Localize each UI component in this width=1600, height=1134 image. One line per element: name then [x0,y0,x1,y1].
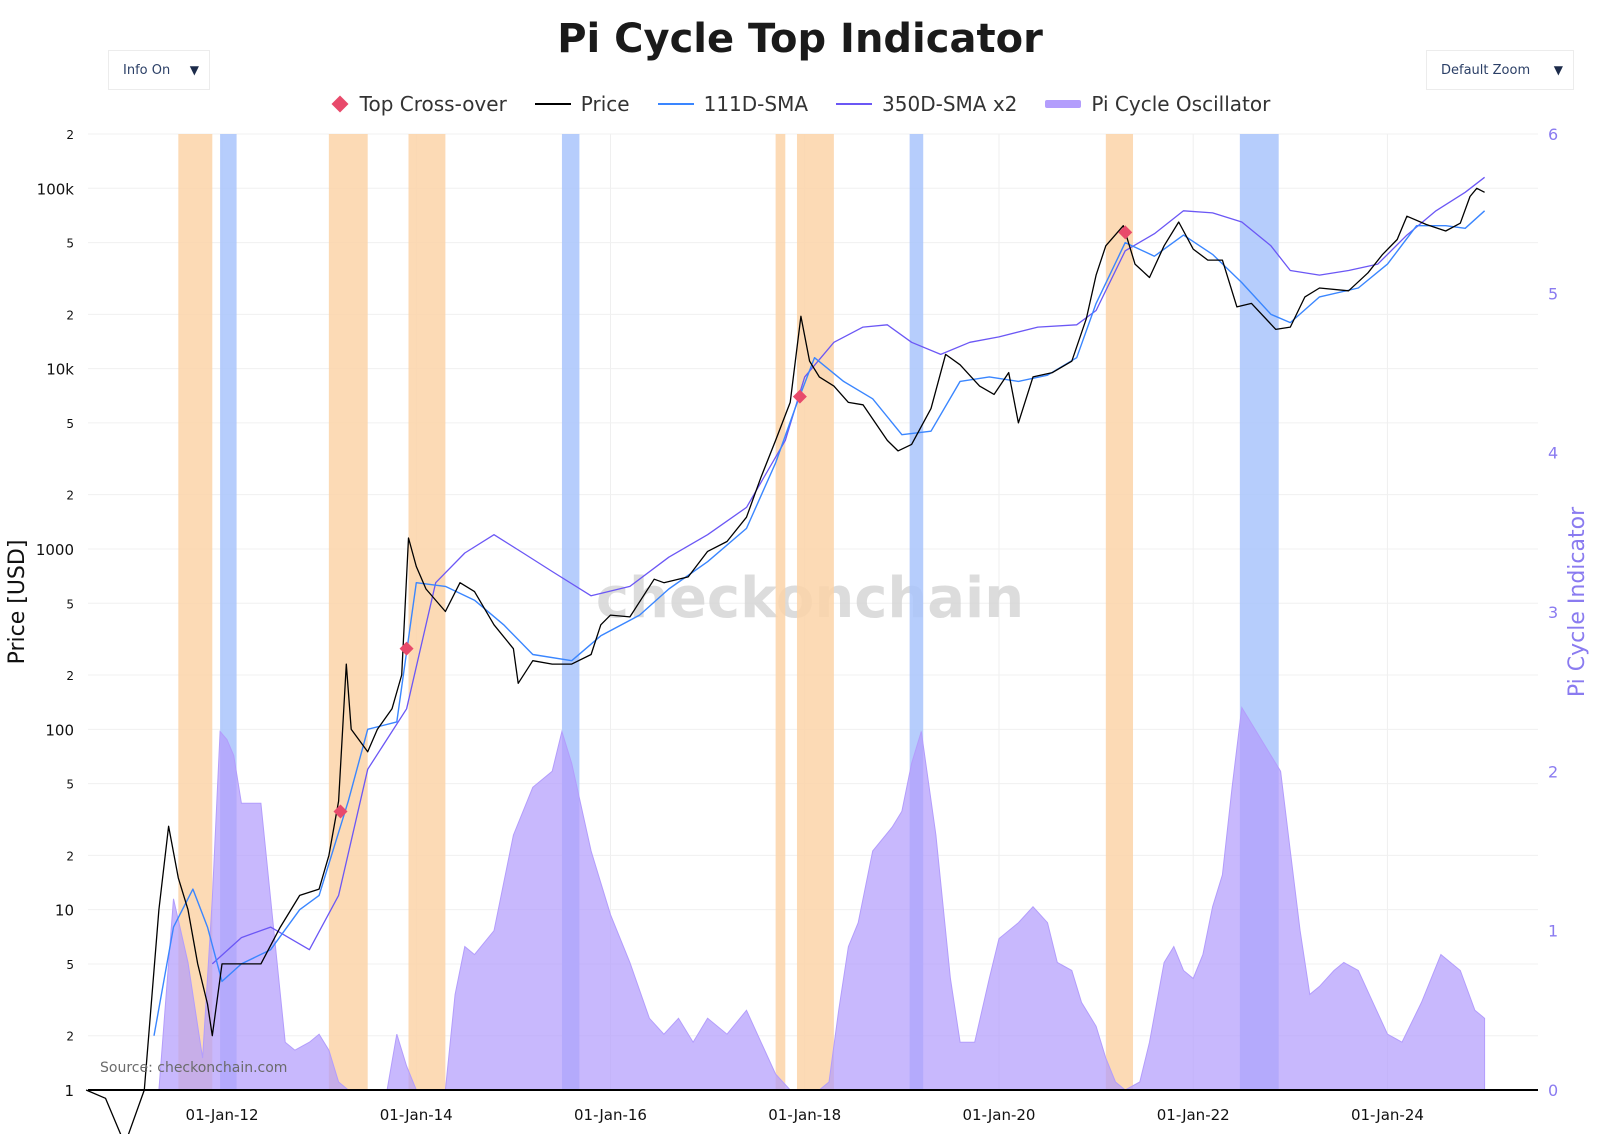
y-left-tick-label: 10k [46,361,74,379]
legend-label: Top Cross-over [359,92,507,116]
legend: Top Cross-over Price 111D-SMA 350D-SMA x… [0,92,1600,116]
top-band [408,134,446,1090]
series-lines [85,176,1486,1134]
y-right-tick-label: 1 [1548,922,1558,941]
series-350d-sma [211,176,1485,965]
y-left-minor-tick-label: 2 [66,669,74,683]
y-left-minor-tick-label: 2 [66,1030,74,1044]
y-left-minor-tick-label: 2 [66,308,74,322]
y-right-tick-label: 5 [1548,284,1558,303]
area-swatch-icon [1045,100,1082,108]
crossover-marker [792,389,807,404]
y-left-tick-label: 1 [64,1082,74,1100]
crossover-markers [333,225,1133,819]
line-swatch-icon [657,103,694,105]
top-band [1105,134,1134,1090]
series-price [85,187,1485,1134]
zoom-dropdown[interactable]: Default Zoom ▼ [1426,50,1574,90]
top-band [775,134,786,1090]
top-band [178,134,213,1090]
info-dropdown[interactable]: Info On ▼ [108,50,210,90]
source-text: Source: checkonchain.com [100,1060,288,1076]
y-left-tick-label: 1000 [36,541,74,559]
y-left-minor-tick-label: 2 [66,128,74,142]
y-left-minor-tick-label: 5 [66,958,74,972]
axes: 01-Jan-12 01-Jan-14 01-Jan-16 01-Jan-18 01-J… [5,125,1590,1124]
page-title: Pi Cycle Top Indicator [557,16,1043,62]
oscillator-area [95,706,1486,1091]
legend-item-crossover[interactable]: Top Cross-over [330,92,507,116]
y-left-minor-tick-label: 5 [66,237,74,251]
line-swatch-icon [534,103,571,105]
x-tick-label: 01-Jan-12 [186,1106,259,1124]
legend-label: 111D-SMA [703,92,809,116]
y-right-tick-label: 3 [1548,603,1558,622]
x-tick-label: 01-Jan-20 [963,1106,1036,1124]
legend-label: Pi Cycle Oscillator [1091,92,1271,116]
oscillator-series [95,706,1486,1091]
x-tick-label: 01-Jan-14 [380,1106,453,1124]
y-left-tick-label: 10 [55,902,74,920]
x-tick-label: 01-Jan-16 [574,1106,647,1124]
y-right-axis-title: Pi Cycle Indicator [1565,506,1590,697]
y-left-axis-title: Price [USD] [5,540,30,665]
chevron-down-icon: ▼ [189,63,199,77]
y-left-minor-tick-label: 2 [66,849,74,863]
crossover-marker [1118,225,1133,240]
series-111d-sma [153,210,1486,1036]
top-band [796,134,834,1090]
info-dropdown-label: Info On [123,62,171,78]
y-left-tick-label: 100k [37,180,75,198]
chevron-down-icon: ▼ [1553,63,1563,77]
y-right-tick-label: 2 [1548,762,1558,781]
cycle-bands [178,134,1279,1090]
legend-item-350d-sma[interactable]: 350D-SMA x2 [836,92,1017,116]
y-left-minor-tick-label: 2 [66,489,74,503]
y-left-minor-tick-label: 5 [66,417,74,431]
y-left-minor-tick-label: 5 [66,778,74,792]
legend-item-111d-sma[interactable]: 111D-SMA [657,92,809,116]
x-tick-label: 01-Jan-18 [768,1106,841,1124]
y-left-minor-tick-label: 5 [66,597,74,611]
legend-item-oscillator[interactable]: Pi Cycle Oscillator [1045,92,1270,116]
legend-item-price[interactable]: Price [534,92,630,116]
zoom-dropdown-label: Default Zoom [1441,62,1531,78]
legend-label: 350D-SMA x2 [882,92,1018,116]
top-band [328,134,368,1090]
x-tick-label: 01-Jan-22 [1157,1106,1230,1124]
y-right-tick-label: 4 [1548,444,1558,463]
crossover-marker [333,804,348,819]
y-right-tick-label: 0 [1548,1081,1558,1100]
crossover-marker [399,641,414,656]
legend-label: Price [580,92,630,116]
y-left-tick-label: 100 [45,721,74,739]
x-tick-label: 01-Jan-24 [1351,1106,1424,1124]
y-right-tick-label: 6 [1548,125,1558,144]
line-swatch-icon [836,103,873,105]
